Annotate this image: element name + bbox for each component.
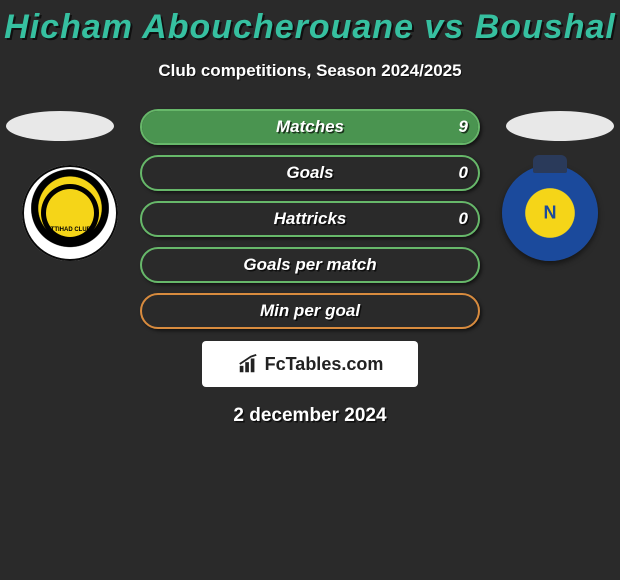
stat-label: Goals [286, 163, 333, 183]
chart-icon [237, 353, 259, 375]
stat-row: Min per goal [140, 293, 480, 329]
stat-label: Goals per match [243, 255, 376, 275]
stats-list: Matches 9 Goals 0 Hattricks 0 Goals per match M… [140, 109, 480, 329]
fctables-logo: FcTables.com [202, 341, 418, 387]
fctables-logo-text: FcTables.com [265, 354, 384, 375]
club-badge-right: N [502, 165, 598, 261]
stat-value-right: 9 [459, 117, 468, 137]
stat-label: Hattricks [274, 209, 347, 229]
stat-label: Matches [276, 117, 344, 137]
club-badge-left-label: ITTIHAD CLUB [46, 189, 94, 237]
date-text: 2 december 2024 [0, 405, 620, 427]
page-title: Hicham Aboucherouane vs Boushal [0, 0, 620, 47]
stat-row: Goals 0 [140, 155, 480, 191]
player-ellipse-left [6, 111, 114, 141]
stat-row: Matches 9 [140, 109, 480, 145]
stat-label: Min per goal [260, 301, 360, 321]
stat-row: Hattricks 0 [140, 201, 480, 237]
stat-value-right: 0 [459, 209, 468, 229]
club-badge-right-label: N [544, 203, 557, 224]
stat-value-right: 0 [459, 163, 468, 183]
stat-row: Goals per match [140, 247, 480, 283]
player-ellipse-right [506, 111, 614, 141]
club-badge-left: ITTIHAD CLUB [22, 165, 118, 261]
comparison-content: ITTIHAD CLUB N Matches9Goals0Hattricks0G… [0, 109, 620, 427]
subtitle: Club competitions, Season 2024/2025 [0, 61, 620, 81]
